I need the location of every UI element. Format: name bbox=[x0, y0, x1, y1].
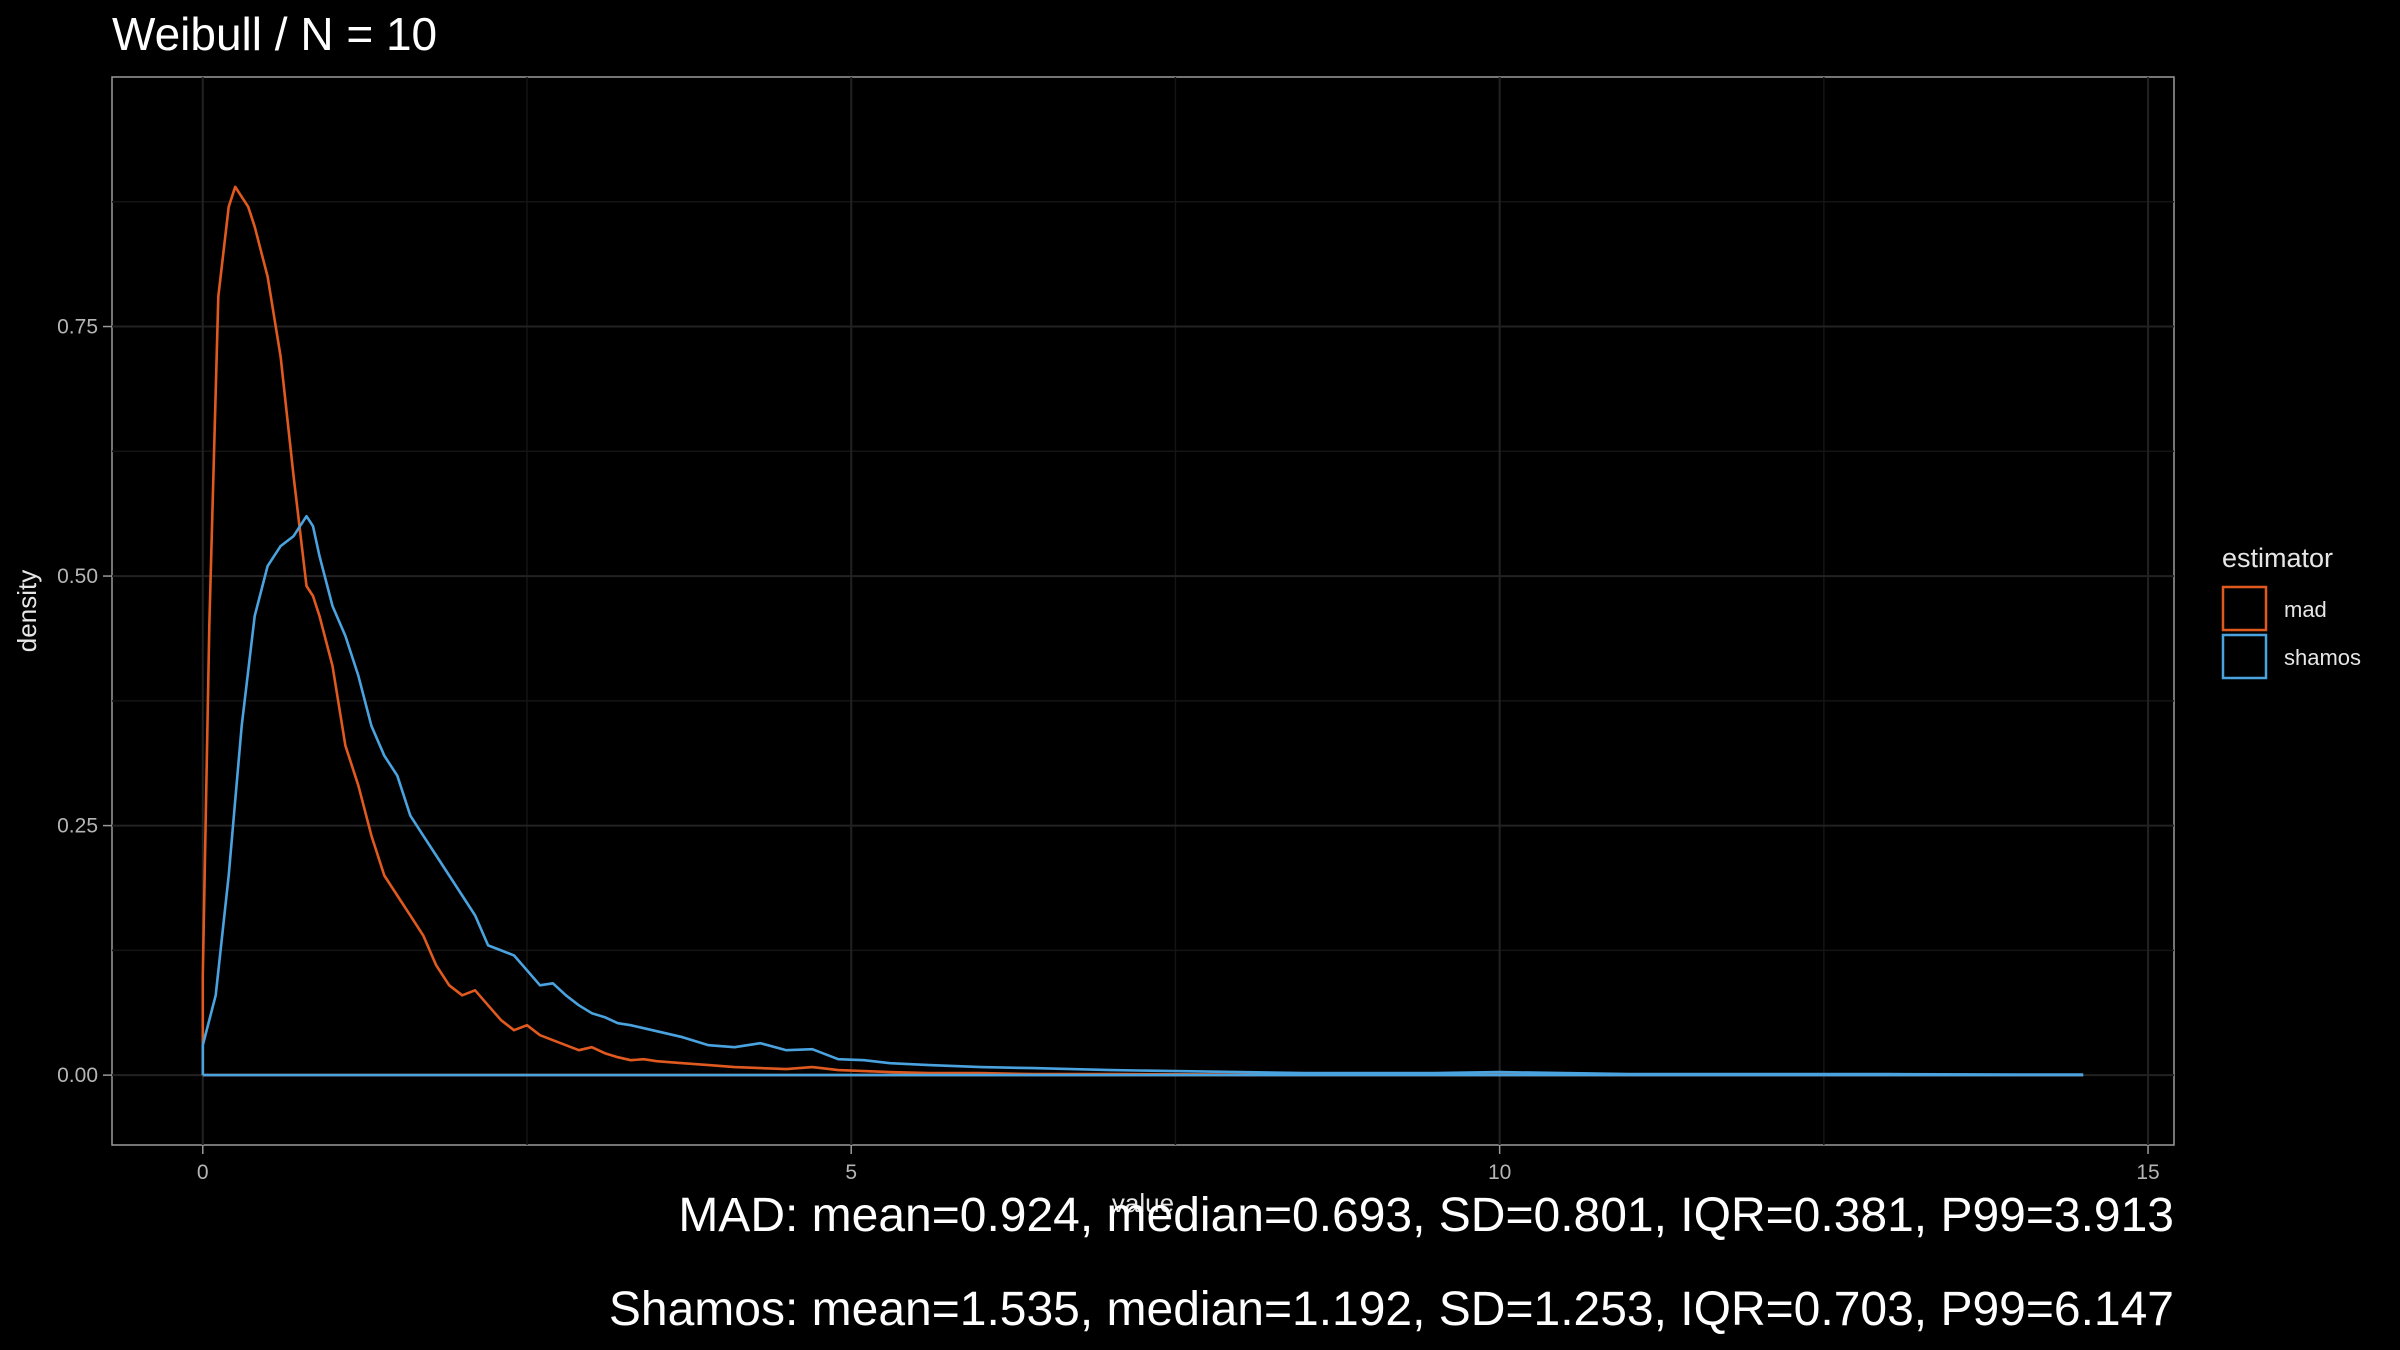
x-tick-label: 10 bbox=[1488, 1161, 1511, 1184]
plot-panel-border bbox=[111, 76, 2175, 1146]
series-lines bbox=[201, 185, 2084, 1077]
legend-label-shamos: shamos bbox=[2284, 645, 2361, 670]
mad-summary-caption: MAD: mean=0.924, median=0.693, SD=0.801,… bbox=[678, 1189, 2174, 1242]
legend-label-mad: mad bbox=[2284, 597, 2327, 622]
x-tick-label: 0 bbox=[197, 1161, 209, 1184]
x-tick-label: 15 bbox=[2136, 1161, 2159, 1184]
x-axis-label: value bbox=[1112, 1188, 1174, 1218]
legend-key-mad bbox=[2221, 585, 2268, 632]
x-axis-ticks: 0 5 10 15 bbox=[197, 1145, 2160, 1184]
shamos-summary-caption: Shamos: mean=1.535, median=1.192, SD=1.2… bbox=[608, 1283, 2174, 1336]
legend: estimator mad shamos bbox=[2221, 543, 2361, 680]
legend-title: estimator bbox=[2222, 543, 2333, 573]
plot-panel bbox=[111, 76, 2175, 1146]
y-tick-label: 0.25 bbox=[57, 815, 98, 838]
y-axis-ticks: 0.00 0.25 0.50 0.75 bbox=[57, 316, 112, 1087]
series-line-shamos bbox=[201, 514, 2084, 1077]
y-tick-label: 0.50 bbox=[57, 565, 98, 588]
x-tick-label: 5 bbox=[845, 1161, 857, 1184]
y-axis-label: density bbox=[12, 570, 42, 652]
chart-title: Weibull / N = 10 bbox=[112, 8, 437, 60]
y-tick-label: 0.00 bbox=[57, 1064, 98, 1087]
legend-key-shamos bbox=[2221, 633, 2268, 680]
y-tick-label: 0.75 bbox=[57, 316, 98, 339]
